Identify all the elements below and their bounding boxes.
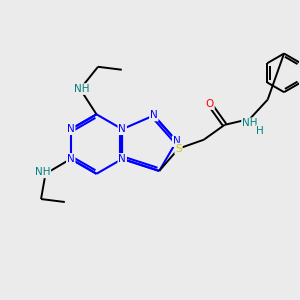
Text: H: H bbox=[256, 126, 264, 136]
Text: O: O bbox=[206, 99, 214, 109]
Text: NH: NH bbox=[242, 118, 258, 128]
Text: S: S bbox=[175, 144, 182, 154]
Text: N: N bbox=[118, 154, 126, 164]
Text: N: N bbox=[67, 154, 75, 164]
Text: N: N bbox=[173, 136, 181, 146]
Text: NH: NH bbox=[35, 167, 50, 177]
Text: NH: NH bbox=[74, 84, 89, 94]
Text: N: N bbox=[150, 110, 158, 120]
Text: N: N bbox=[118, 124, 126, 134]
Text: N: N bbox=[67, 124, 75, 134]
